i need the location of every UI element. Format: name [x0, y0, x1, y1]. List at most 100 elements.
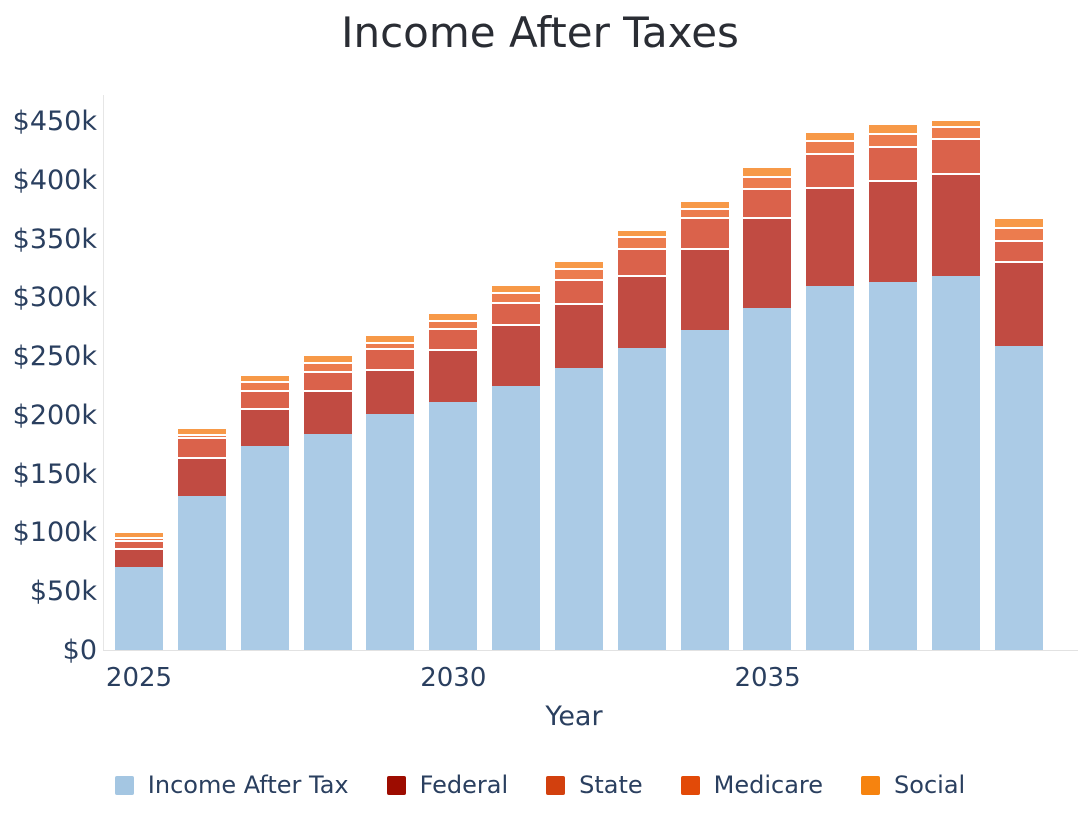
segment-federal: [115, 547, 163, 567]
segment-social: [303, 353, 352, 363]
y-tick-label: $350k: [12, 223, 97, 255]
x-tick-label: 2030: [420, 663, 487, 693]
segment-income-after-tax: [994, 345, 1043, 650]
segment-income-after-tax: [554, 367, 603, 650]
x-tick-label: 2035: [734, 663, 801, 693]
legend-label: Social: [894, 771, 966, 799]
segment-income-after-tax: [931, 276, 980, 650]
y-tick-label: $100k: [12, 517, 97, 549]
x-axis-line: [103, 650, 1078, 651]
bar-plot-area: [115, 95, 1043, 650]
segment-federal: [806, 186, 855, 286]
segment-income-after-tax: [366, 413, 415, 650]
segment-federal: [931, 172, 980, 277]
legend-item-medicare[interactable]: Medicare: [680, 771, 824, 799]
segment-medicare: [240, 380, 289, 391]
segment-income-after-tax: [303, 433, 352, 650]
legend-item-state[interactable]: State: [546, 771, 643, 799]
legend-item-social[interactable]: Social: [861, 771, 965, 799]
segment-state: [366, 347, 415, 370]
bar-2039: [994, 217, 1043, 650]
bar-2026: [177, 426, 226, 650]
segment-state: [617, 248, 666, 276]
segment-social: [240, 373, 289, 381]
segment-federal: [869, 179, 918, 283]
segment-medicare: [115, 537, 163, 540]
segment-income-after-tax: [617, 347, 666, 650]
y-tick-label: $250k: [12, 341, 97, 373]
segment-social: [869, 123, 918, 133]
segment-medicare: [806, 139, 855, 153]
segment-medicare: [429, 319, 478, 328]
y-tick-label: $200k: [12, 399, 97, 431]
segment-medicare: [492, 291, 541, 303]
segment-income-after-tax: [492, 385, 541, 650]
segment-social: [994, 217, 1043, 227]
segment-income-after-tax: [240, 445, 289, 650]
bar-2034: [680, 199, 729, 650]
segment-medicare: [554, 267, 603, 279]
segment-state: [931, 137, 980, 173]
segment-federal: [429, 349, 478, 402]
bar-2037: [869, 123, 918, 650]
segment-social: [931, 118, 980, 126]
bar-2028: [303, 353, 352, 650]
segment-social: [115, 531, 163, 538]
legend-swatch: [546, 775, 566, 795]
y-tick-label: $0: [62, 635, 97, 666]
segment-medicare: [869, 132, 918, 146]
segment-state: [554, 278, 603, 304]
segment-social: [177, 426, 226, 434]
segment-income-after-tax: [869, 282, 918, 650]
segment-state: [115, 539, 163, 548]
segment-social: [617, 229, 666, 237]
segment-federal: [743, 217, 792, 308]
segment-social: [366, 333, 415, 342]
bar-2038: [931, 118, 980, 650]
segment-state: [177, 437, 226, 458]
segment-federal: [240, 407, 289, 446]
bar-2033: [617, 229, 666, 650]
segment-federal: [680, 247, 729, 331]
legend-item-income-after-tax[interactable]: Income After Tax: [114, 771, 349, 799]
legend-swatch: [861, 775, 881, 795]
segment-state: [492, 302, 541, 325]
bar-2031: [492, 284, 541, 650]
segment-federal: [303, 390, 352, 434]
segment-state: [994, 239, 1043, 261]
segment-state: [869, 145, 918, 180]
segment-medicare: [680, 207, 729, 218]
segment-medicare: [177, 433, 226, 438]
segment-social: [554, 259, 603, 268]
segment-income-after-tax: [743, 307, 792, 650]
legend-swatch: [386, 775, 406, 795]
y-axis-line: [103, 95, 104, 650]
bar-2027: [240, 373, 289, 650]
y-tick-label: $300k: [12, 282, 97, 314]
segment-social: [680, 199, 729, 208]
segment-federal: [492, 324, 541, 386]
chart-title: Income After Taxes: [341, 8, 739, 57]
segment-medicare: [743, 176, 792, 189]
segment-medicare: [617, 236, 666, 249]
segment-state: [743, 188, 792, 218]
segment-federal: [617, 275, 666, 348]
segment-social: [429, 311, 478, 320]
bar-2032: [554, 259, 603, 650]
legend-swatch: [680, 775, 700, 795]
y-tick-label: $50k: [29, 576, 97, 608]
segment-state: [240, 390, 289, 408]
legend-label: Medicare: [713, 771, 824, 799]
legend-label: Federal: [419, 771, 509, 799]
segment-state: [429, 327, 478, 350]
segment-federal: [994, 260, 1043, 346]
segment-federal: [366, 369, 415, 414]
bar-2025: [115, 531, 163, 650]
bar-2030: [429, 311, 478, 650]
segment-medicare: [931, 125, 980, 138]
segment-state: [303, 371, 352, 391]
bar-2036: [806, 130, 855, 650]
bar-2029: [366, 333, 415, 650]
segment-medicare: [994, 226, 1043, 240]
legend-item-federal[interactable]: Federal: [386, 771, 509, 799]
